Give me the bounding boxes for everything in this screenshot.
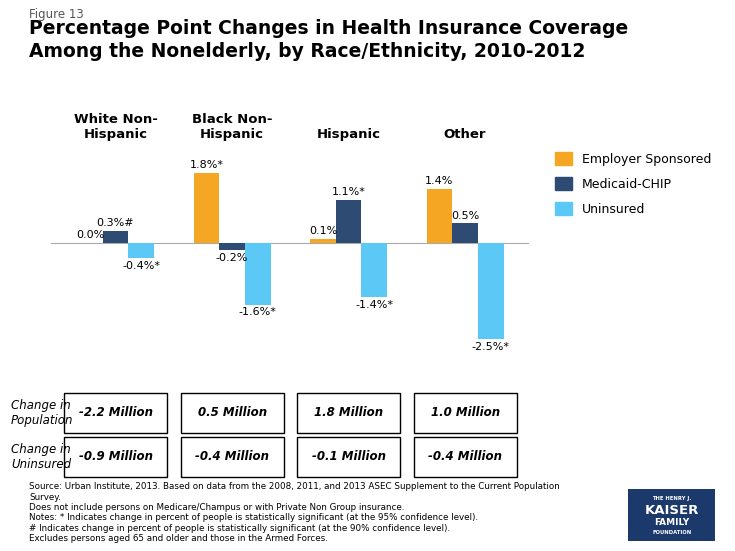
Text: White Non-
Hispanic: White Non- Hispanic bbox=[74, 112, 157, 141]
Text: 1.4%: 1.4% bbox=[426, 176, 453, 186]
Text: 0.3%#: 0.3%# bbox=[97, 218, 135, 228]
Text: Black Non-
Hispanic: Black Non- Hispanic bbox=[192, 112, 272, 141]
Text: -1.4%*: -1.4%* bbox=[355, 300, 393, 310]
Text: 0.0%: 0.0% bbox=[76, 230, 104, 240]
Bar bbox=[452, 223, 478, 242]
Text: FAMILY: FAMILY bbox=[654, 518, 689, 527]
Bar bbox=[193, 173, 219, 242]
Text: FOUNDATION: FOUNDATION bbox=[652, 530, 692, 535]
Bar bbox=[310, 239, 336, 242]
Text: -2.5%*: -2.5%* bbox=[472, 342, 510, 352]
Text: Other: Other bbox=[444, 127, 487, 141]
Text: 1.8%*: 1.8%* bbox=[190, 160, 223, 170]
Bar bbox=[478, 242, 503, 339]
Text: 1.0 Million: 1.0 Million bbox=[431, 406, 500, 419]
Bar bbox=[219, 242, 245, 250]
Text: -0.2%: -0.2% bbox=[216, 253, 248, 263]
Text: THE HENRY J.: THE HENRY J. bbox=[652, 496, 692, 501]
Text: 0.5%: 0.5% bbox=[451, 210, 479, 220]
Text: 1.8 Million: 1.8 Million bbox=[314, 406, 383, 419]
Text: Figure 13: Figure 13 bbox=[29, 8, 84, 21]
Text: 0.5 Million: 0.5 Million bbox=[198, 406, 267, 419]
Text: -0.4%*: -0.4%* bbox=[122, 261, 160, 271]
Bar bbox=[336, 200, 362, 242]
Text: -0.4 Million: -0.4 Million bbox=[428, 450, 502, 463]
Text: Percentage Point Changes in Health Insurance Coverage
Among the Nonelderly, by R: Percentage Point Changes in Health Insur… bbox=[29, 19, 628, 61]
Text: 1.1%*: 1.1%* bbox=[331, 187, 365, 197]
Text: Change in
Uninsured: Change in Uninsured bbox=[11, 443, 71, 471]
Bar bbox=[426, 188, 452, 242]
Text: -0.4 Million: -0.4 Million bbox=[195, 450, 269, 463]
Legend: Employer Sponsored, Medicaid-CHIP, Uninsured: Employer Sponsored, Medicaid-CHIP, Unins… bbox=[555, 152, 711, 215]
Bar bbox=[103, 231, 129, 242]
Text: -0.9 Million: -0.9 Million bbox=[79, 450, 153, 463]
Bar bbox=[362, 242, 387, 297]
Text: Hispanic: Hispanic bbox=[317, 127, 381, 141]
Text: -1.6%*: -1.6%* bbox=[239, 307, 276, 317]
Text: KAISER: KAISER bbox=[645, 504, 699, 517]
Text: 0.1%: 0.1% bbox=[309, 226, 337, 236]
Text: -0.1 Million: -0.1 Million bbox=[312, 450, 386, 463]
Text: Source: Urban Institute, 2013. Based on data from the 2008, 2011, and 2013 ASEC : Source: Urban Institute, 2013. Based on … bbox=[29, 482, 560, 543]
Text: Change in
Population: Change in Population bbox=[11, 399, 74, 426]
Bar bbox=[129, 242, 154, 258]
Text: -2.2 Million: -2.2 Million bbox=[79, 406, 153, 419]
Bar bbox=[245, 242, 270, 305]
